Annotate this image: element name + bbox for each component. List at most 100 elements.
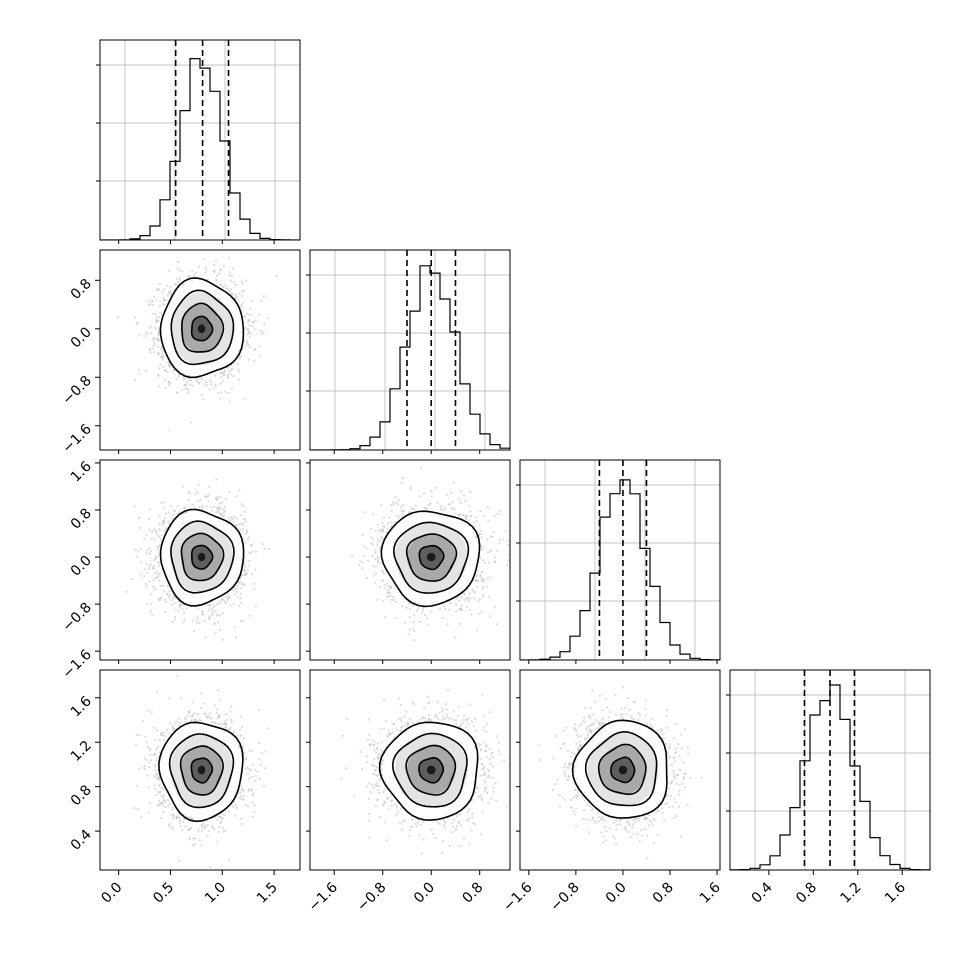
scatter-point [182,507,185,510]
scatter-point [251,320,254,323]
scatter-point [221,612,225,615]
scatter-point [251,550,254,553]
contour-line [181,302,225,353]
scatter-point [231,292,234,295]
scatter-point [168,594,171,597]
scatter-point [168,269,171,272]
scatter-point [241,290,244,293]
scatter-point [159,596,163,599]
scatter-point [240,581,243,584]
scatter-point [168,290,172,294]
scatter-point [179,603,183,606]
scatter-point [204,495,208,498]
scatter-point [224,601,227,605]
scatter-point [204,266,207,269]
scatter-point [159,311,162,315]
scatter-point [246,569,250,572]
scatter-point [247,328,250,331]
scatter-point [242,504,245,507]
scatter-point [197,499,200,502]
scatter-point [148,348,151,351]
scatter-point [157,548,160,552]
scatter-point [152,337,155,340]
scatter-point [190,279,193,282]
scatter-point [147,303,150,306]
scatter-point [195,490,198,493]
scatter-point [156,338,159,341]
scatter-point [158,544,162,547]
scatter-point [177,609,180,612]
scatter-point [224,595,227,598]
scatter-point [246,538,249,541]
scatter-point [209,604,212,607]
scatter-point [159,501,163,504]
scatter-point [260,332,264,335]
scatter-point [212,606,215,609]
scatter-point [232,280,235,283]
scatter-point [196,616,199,619]
scatter-point [213,621,216,625]
scatter-point [172,596,175,599]
scatter-point [213,505,216,508]
scatter-point [236,595,239,598]
scatter-point [230,373,233,376]
scatter-point [186,391,189,395]
scatter-point [205,381,208,384]
scatter-point [201,504,204,507]
scatter-point [158,339,161,343]
scatter-point [178,374,181,377]
scatter-point [200,613,204,616]
scatter-point [243,570,246,573]
scatter-point [148,508,151,511]
scatter-point [164,526,167,529]
scatter-point [244,565,247,568]
scatter-point [240,620,243,623]
scatter-point [227,517,230,520]
scatter-point [157,367,161,370]
scatter-point [248,614,252,617]
scatter-point [227,257,231,260]
scatter-point [197,607,200,610]
scatter-point [139,548,142,551]
scatter-point [206,604,210,607]
scatter-point [228,520,231,523]
scatter-point [263,323,266,326]
scatter-point [157,561,160,564]
scatter-point [146,332,149,336]
scatter-point [249,332,253,335]
scatter-point [155,327,158,330]
scatter-point [233,296,236,299]
scatter-point [249,335,252,338]
scatter-point [220,376,223,379]
scatter-point [155,298,158,301]
scatter-point [244,541,247,544]
scatter-point [159,529,162,532]
scatter-point [156,345,159,348]
scatter-point [230,288,233,291]
scatter-point [178,276,181,279]
scatter-point [231,267,234,270]
scatter-point [242,582,245,585]
scatter-point [194,493,197,496]
scatter-point [199,377,202,380]
scatter-point [144,369,148,372]
scatter-point [246,320,249,323]
scatter-point [234,283,237,286]
scatter-point [241,307,244,310]
scatter-point [157,534,160,538]
scatter-point [220,513,224,516]
panel-2d-2-0 [99,459,301,661]
scatter-point [181,388,184,391]
scatter-point [145,533,148,536]
scatter-point [164,299,167,302]
scatter-point [242,347,245,350]
scatter-point [197,492,200,495]
scatter-point [158,385,161,388]
scatter-point [244,327,247,330]
scatter-point [166,284,169,287]
scatter-point [229,279,233,282]
scatter-point [161,523,164,527]
contour-line [190,315,214,342]
scatter-point [254,550,257,553]
scatter-point [249,313,252,316]
